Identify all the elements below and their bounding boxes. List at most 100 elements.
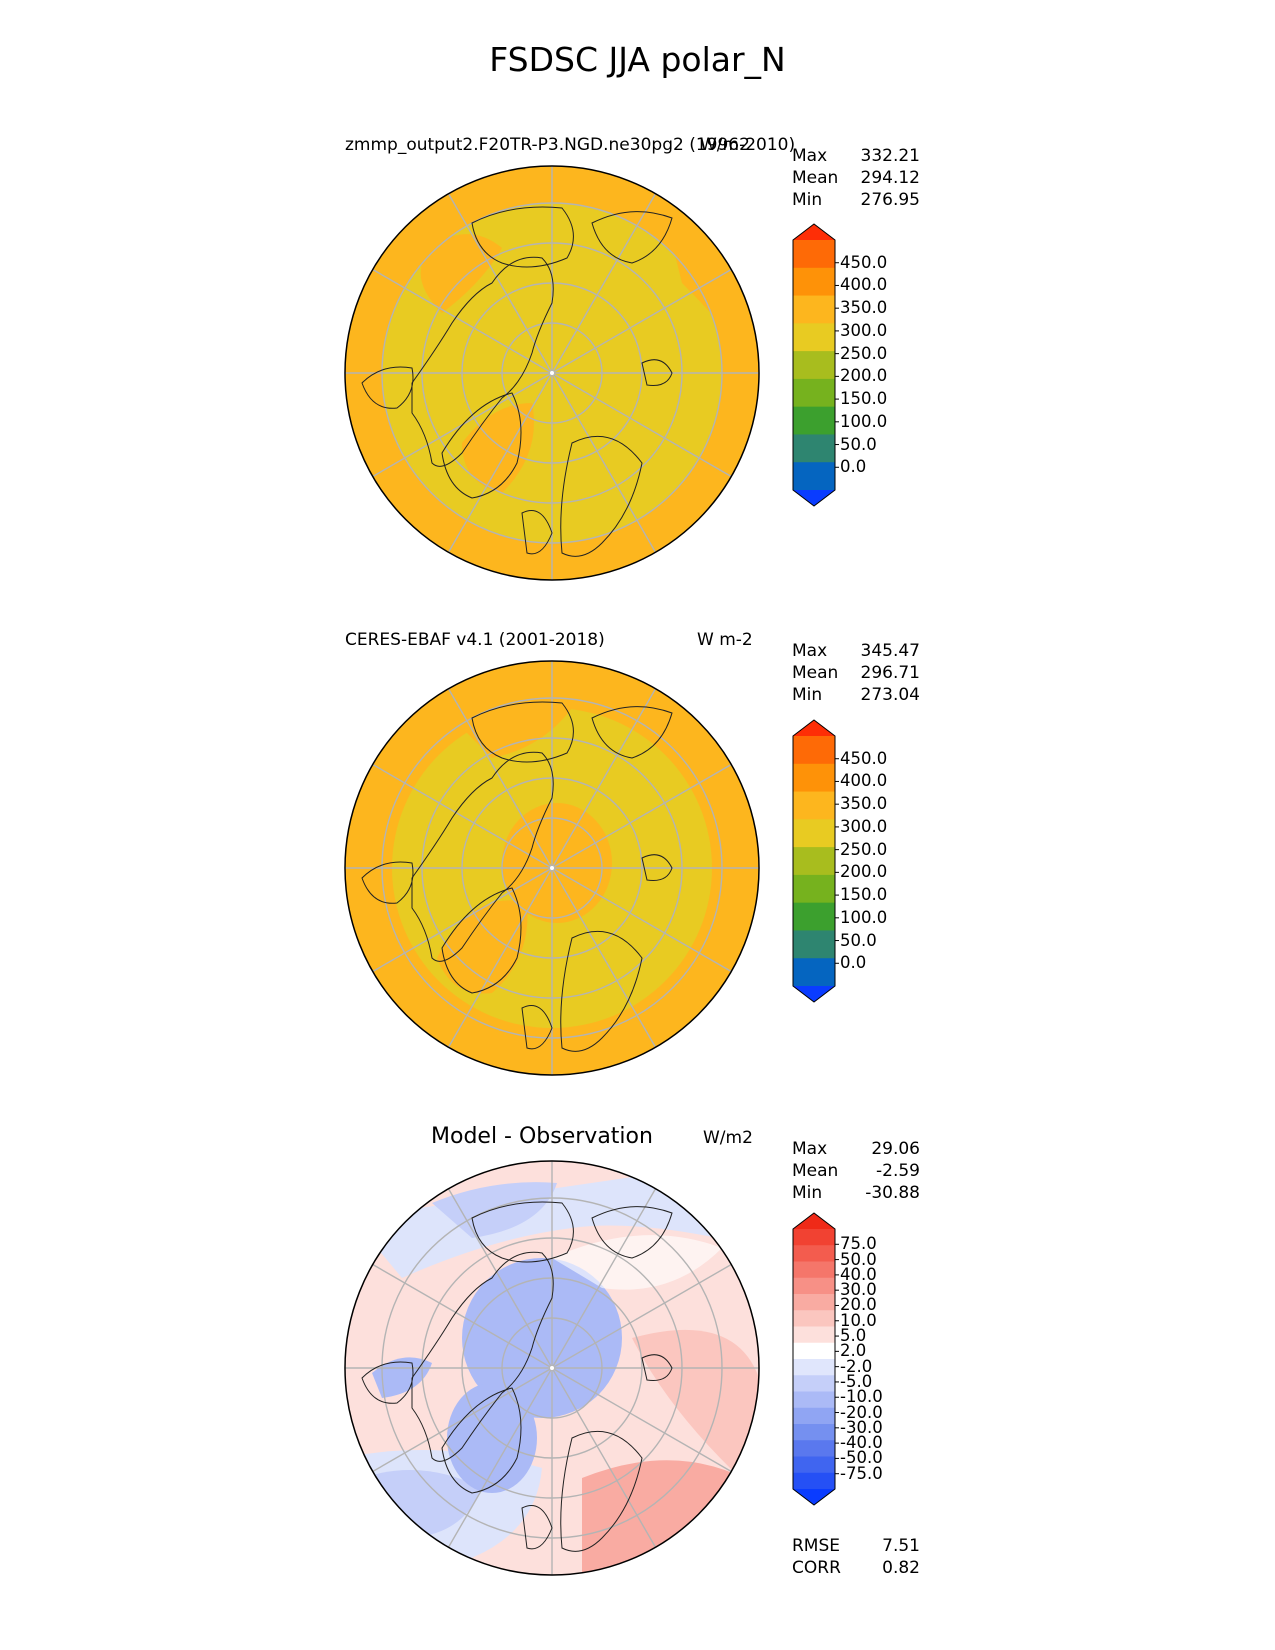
colorbar-tick-label: 200.0: [840, 366, 888, 386]
coastline: [441, 392, 522, 499]
meridian-line: [551, 867, 657, 1048]
meridian-line: [551, 1367, 732, 1473]
stat-value: 0.82: [882, 1558, 920, 1578]
colorbar-tick-label: 40.0: [840, 1264, 877, 1284]
map-field: [672, 243, 737, 343]
map-field: [552, 1235, 722, 1290]
meridian-line: [551, 688, 657, 869]
colorbar-tick-label: 30.0: [840, 1280, 877, 1300]
stat-label: Min: [792, 1183, 823, 1203]
polar-map-reference: [344, 660, 760, 1076]
stat-value: 276.95: [860, 190, 920, 210]
stat-label: Max: [792, 1139, 828, 1159]
panel-1-units: W/m2: [700, 135, 750, 155]
coastline: [591, 706, 673, 759]
colorbar-tick-label: 50.0: [840, 1249, 877, 1269]
polar-map-test: [344, 165, 760, 581]
stat-value: -30.88: [865, 1183, 920, 1203]
stat-value: -2.59: [876, 1161, 920, 1181]
pole-marker: [550, 371, 554, 375]
panel-3-bottom-stats: RMSE 7.51 CORR 0.82: [792, 1535, 920, 1579]
colorbar-segment: [793, 930, 835, 959]
coastline: [361, 366, 414, 409]
meridian-line: [372, 1263, 553, 1369]
map-field: [432, 1182, 557, 1238]
map-field: [462, 1258, 622, 1418]
colorbar-segment: [793, 1456, 835, 1474]
meridian-line: [372, 268, 553, 374]
colorbar-tick-label: 450.0: [840, 252, 888, 272]
colorbar-segment: [793, 819, 835, 848]
colorbar-tick-label: 200.0: [840, 862, 888, 882]
colorbar-segment: [793, 791, 835, 820]
polar-map-difference: [344, 1160, 760, 1576]
colorbar-extend-max: [793, 224, 835, 240]
coastline: [521, 1505, 553, 1550]
meridian-line: [551, 1263, 732, 1369]
colorbar-segment: [793, 1472, 835, 1490]
colorbar-outline: [792, 719, 836, 1003]
stat-label: Min: [792, 685, 823, 705]
coastline: [560, 435, 643, 557]
coastline: [441, 1387, 522, 1494]
panel-3-stats: Max 29.06 Mean -2.59 Min -30.88: [792, 1138, 920, 1204]
colorbar-tick-label: -5.0: [840, 1371, 873, 1391]
stat-value: 296.71: [860, 663, 920, 683]
map-field: [462, 403, 534, 493]
coastline: [560, 1430, 643, 1552]
colorbar-segment: [793, 406, 835, 435]
colorbar-extend-max: [793, 1213, 835, 1229]
colorbar-segment: [793, 267, 835, 297]
colorbar-segment: [793, 763, 835, 793]
stat-label: Mean: [792, 168, 839, 188]
stat-label: Max: [792, 146, 828, 166]
colorbar-segment: [793, 1440, 835, 1457]
colorbar-tick-label: -50.0: [840, 1448, 883, 1468]
colorbar-segment: [793, 462, 835, 491]
colorbar-segment: [793, 902, 835, 931]
coastline: [411, 256, 554, 467]
colorbar-segment: [793, 736, 835, 765]
stat-value: 273.04: [860, 685, 920, 705]
colorbar-outline: [792, 1212, 836, 1506]
colorbar-extend-min: [793, 986, 835, 1002]
coastline: [521, 1005, 553, 1050]
colorbar-tick-label: 300.0: [840, 816, 888, 836]
map-border: [344, 660, 760, 1076]
colorbar-tick-label: 450.0: [840, 748, 888, 768]
colorbar-segment: [793, 1310, 835, 1327]
coastline: [591, 211, 673, 264]
meridian-line: [551, 372, 732, 478]
colorbar-tick-label: 400.0: [840, 275, 888, 295]
coastline: [521, 510, 553, 555]
colorbar-tick-label: 50.0: [840, 930, 877, 950]
colorbar-tick-label: -10.0: [840, 1387, 883, 1407]
colorbar-tick-label: -75.0: [840, 1463, 883, 1483]
colorbar-tick-label: 0.0: [840, 457, 867, 477]
colorbar-tick-label: 350.0: [840, 794, 888, 814]
colorbar-segment: [793, 323, 835, 352]
colorbar-tick-label: 5.0: [840, 1326, 867, 1346]
colorbar-tick-label: 250.0: [840, 839, 888, 859]
colorbar-segment: [793, 1326, 835, 1344]
colorbar-extend-max: [793, 720, 835, 736]
map-field: [462, 705, 572, 758]
colorbar-tick-label: 20.0: [840, 1295, 877, 1315]
coastline: [411, 1251, 554, 1462]
meridian-line: [551, 1188, 657, 1369]
colorbar-segment: [793, 1245, 835, 1262]
panel-1-stats: Max 332.21 Mean 294.12 Min 276.95: [792, 145, 920, 211]
colorbar-tick-label: 400.0: [840, 771, 888, 791]
colorbar-extend-min: [793, 1489, 835, 1505]
meridian-line: [372, 763, 553, 869]
meridian-line: [551, 867, 732, 973]
coastline: [471, 1201, 574, 1263]
colorbar-segment: [793, 1359, 835, 1376]
colorbar-segment: [793, 351, 835, 380]
colorbar-tick-label: 100.0: [840, 411, 888, 431]
coastlines: [361, 1201, 673, 1552]
colorbar-segment: [793, 1342, 835, 1360]
coastline: [361, 861, 414, 904]
colorbar-segment: [793, 1261, 835, 1279]
colorbar-tick-label: 50.0: [840, 434, 877, 454]
